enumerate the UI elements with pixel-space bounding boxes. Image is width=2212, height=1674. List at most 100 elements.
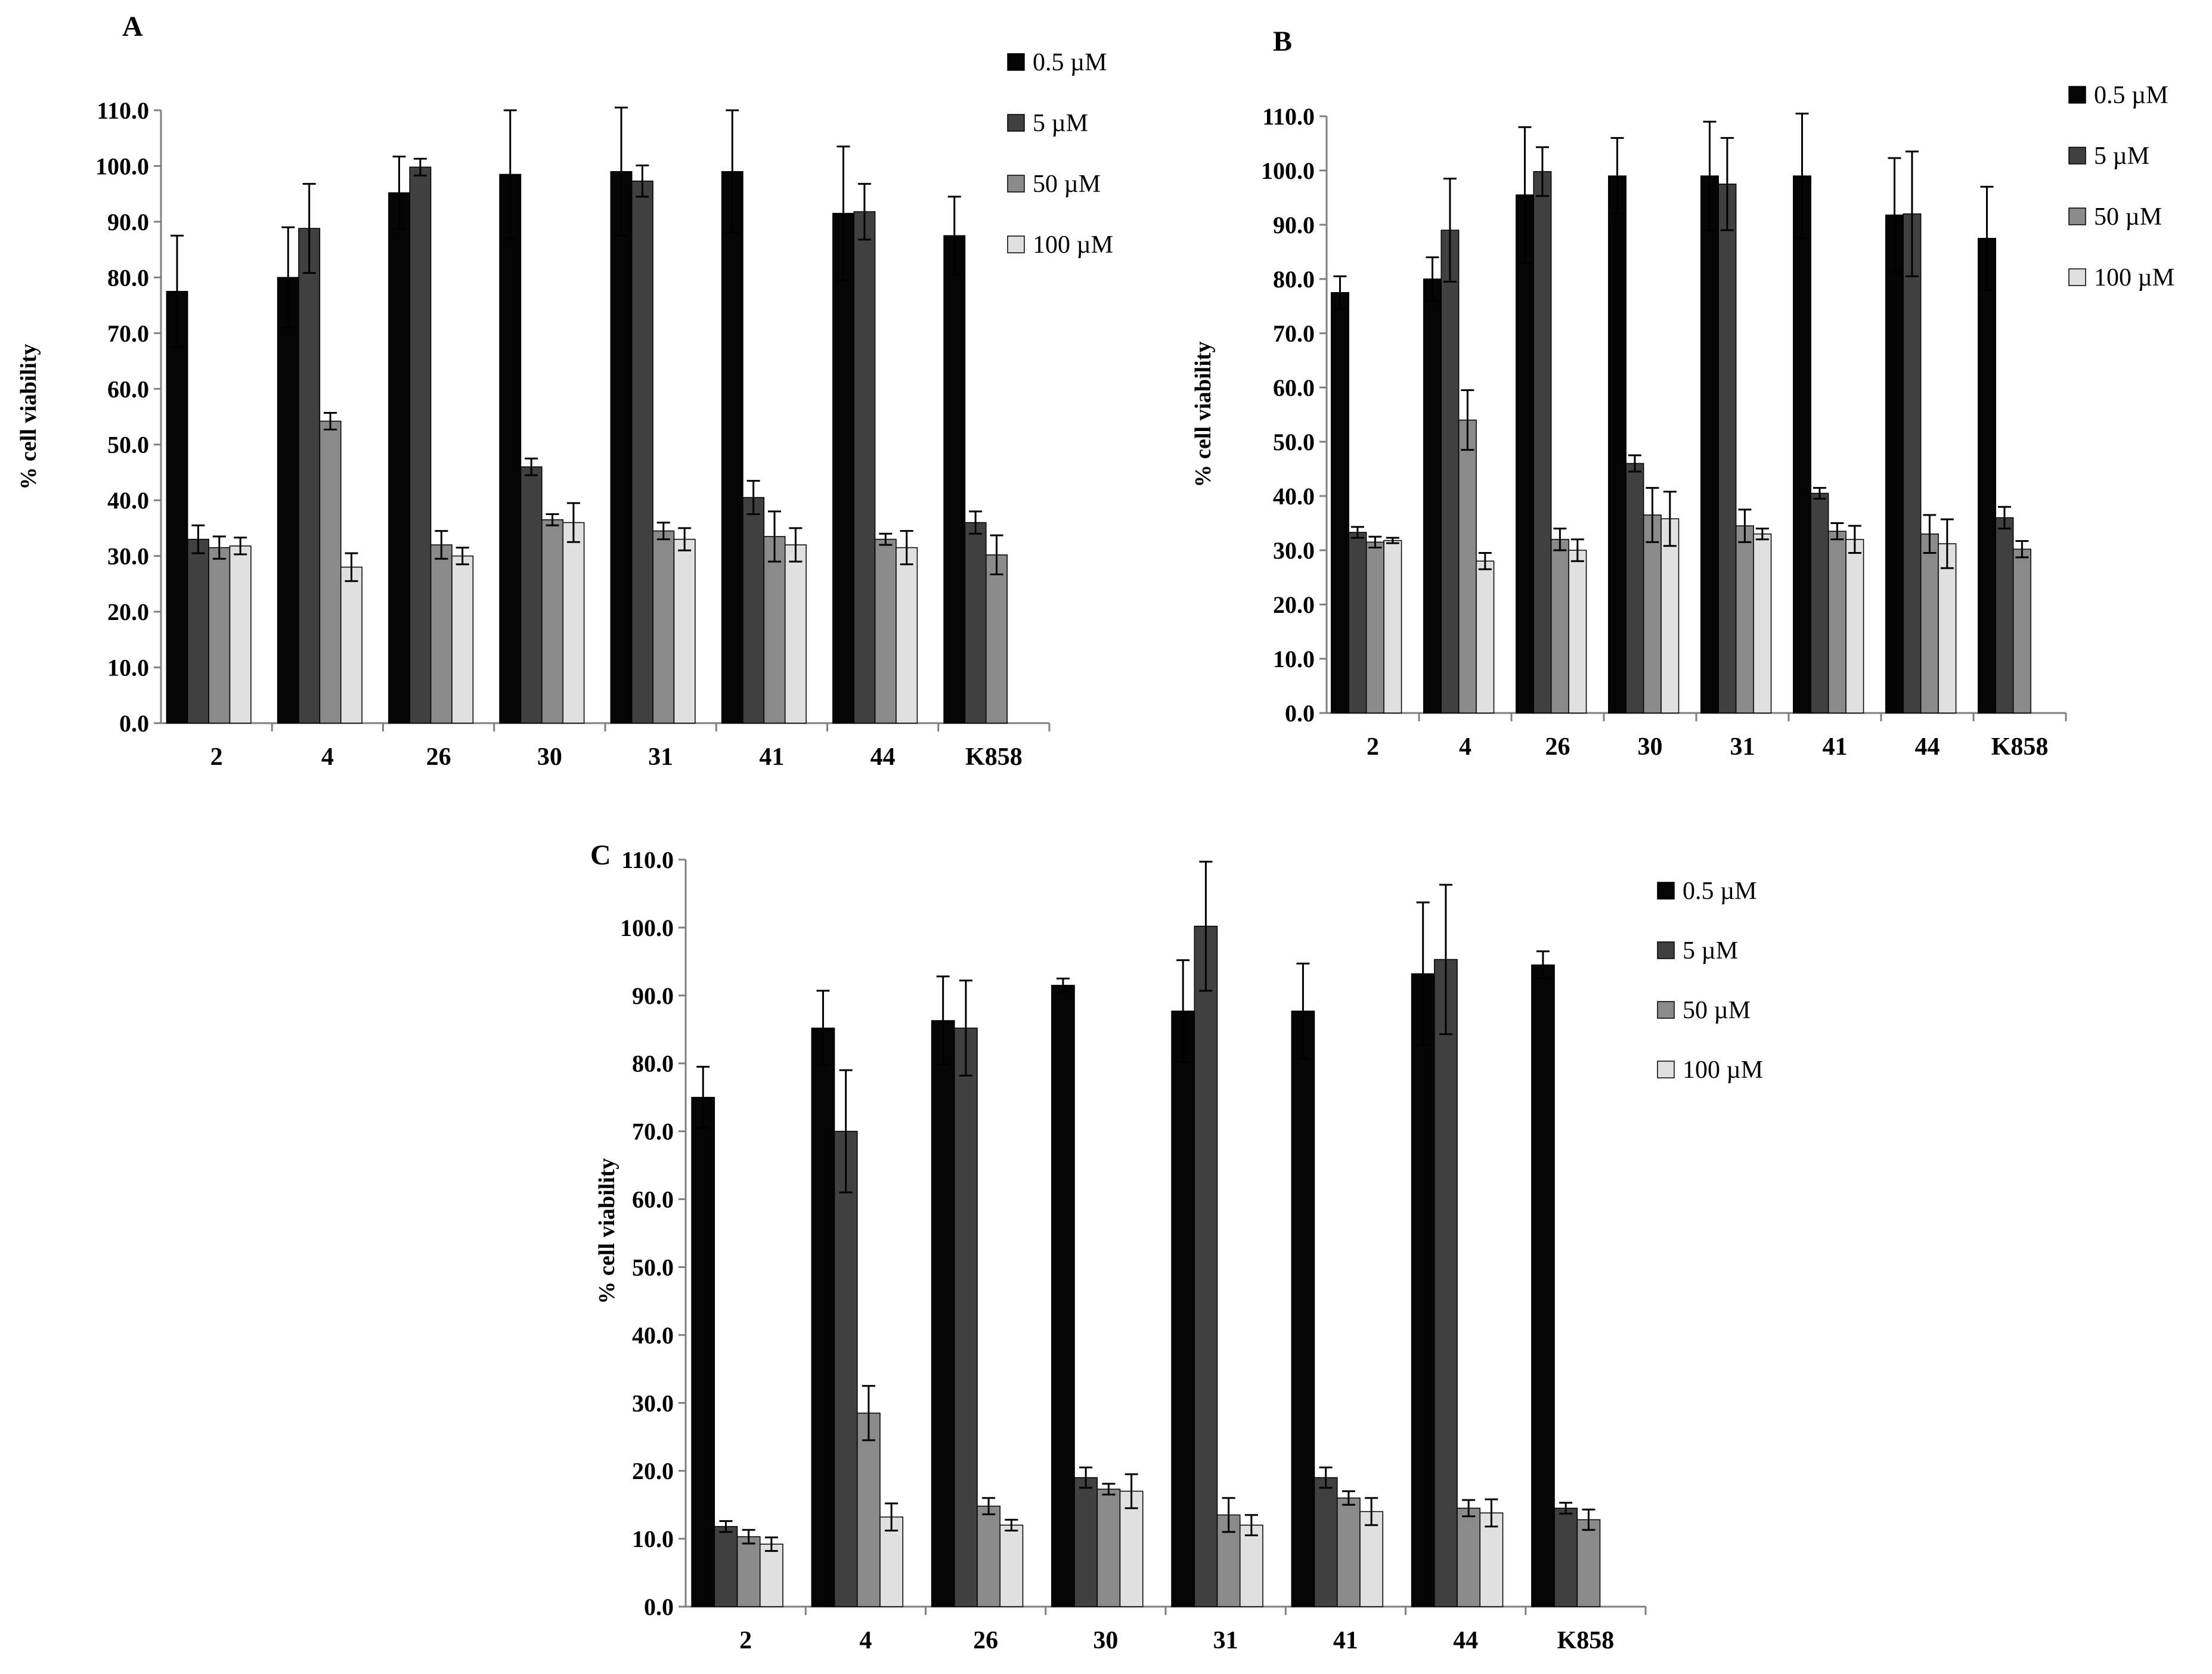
bar [1423,278,1442,714]
y-tick-label: 30.0 [107,543,149,570]
bar [1074,1477,1098,1607]
bar [1051,984,1075,1607]
legend: 0.5 µM 5 µM 50 µM 100 µM [1657,878,1763,1084]
bar [931,1020,955,1607]
legend-swatch [1657,882,1675,900]
y-tick-label: 10.0 [107,655,149,681]
bar [208,547,231,724]
y-tick-label: 70.0 [1273,320,1315,347]
bar [229,545,252,724]
y-tick-label: 60.0 [1273,374,1315,401]
x-tick-label: 4 [859,1627,872,1654]
bar [999,1524,1024,1607]
bar [1119,1490,1144,1607]
y-tick-label: 20.0 [1273,591,1315,618]
bar [1735,525,1754,714]
y-tick-label: 70.0 [632,1118,674,1145]
bar [430,544,453,724]
chart-panel-b: B 0.0 10.0 20.0 30.0 40.0 50.0 60.0 70.0 80.0 90.0… [1191,26,2174,761]
bar [986,554,1008,724]
bar [1531,964,1555,1607]
y-tick-label: 80.0 [1273,266,1315,293]
x-tick-label: 26 [426,743,451,771]
bar [714,1526,738,1607]
y-tick-label: 90.0 [632,982,674,1009]
bar [1660,518,1680,714]
y-tick-label: 0.0 [119,710,149,737]
legend-label: 0.5 µM [2094,82,2168,109]
bar [760,1543,783,1607]
y-tick-label: 110.0 [1262,103,1315,130]
bar [874,538,897,724]
x-tick-label: 31 [1213,1627,1238,1654]
bar [1171,1010,1195,1607]
y-tick-label: 90.0 [107,209,149,235]
bar [673,538,696,724]
legend-label: 5 µM [1033,110,1088,137]
bar [562,522,585,724]
bar [1845,539,1864,714]
y-tick-label: 100.0 [1261,157,1315,184]
bar [166,290,188,724]
x-tick-label: 26 [973,1627,998,1654]
y-tick-label: 10.0 [632,1526,674,1552]
x-tick-label: 2 [1367,733,1379,761]
y-tick-label: 40.0 [1273,483,1315,510]
bar [896,547,918,724]
legend-swatch [1007,114,1025,132]
bar [964,522,987,724]
x-tick-label: K858 [1991,733,2049,761]
bar [1810,492,1829,714]
bar [1938,543,1957,714]
bar [736,1536,761,1607]
bar [277,277,299,724]
bar [1337,1497,1361,1607]
bar [1576,1519,1601,1607]
x-tick-label: 4 [321,743,334,771]
bar [652,530,675,724]
bar [409,166,432,724]
bar [1240,1524,1263,1607]
bar [1313,1477,1338,1607]
legend-label: 100 µM [2094,264,2174,292]
legend-swatch [1657,1061,1675,1078]
bar [1903,213,1922,714]
legend-swatch [2068,147,2086,165]
bar [1476,560,1495,714]
legend-swatch [2068,86,2086,104]
legend-swatch [1007,175,1025,193]
legend-swatch [1657,1001,1675,1019]
bar [1533,171,1552,714]
bar [1434,959,1458,1607]
bar [1550,539,1569,714]
bar [1479,1512,1504,1607]
bar [520,466,543,724]
bar [832,213,854,724]
x-tick-label: K858 [1557,1627,1615,1654]
y-tick-label: 0.0 [1285,700,1315,727]
bar [1554,1508,1578,1607]
bar [1885,214,1904,714]
legend-swatch [2068,268,2086,286]
y-tick-label: 60.0 [107,376,149,402]
bar [1096,1489,1121,1607]
y-tick-label: 30.0 [632,1390,674,1416]
bar [2012,548,2031,714]
bar [977,1505,1001,1607]
bar [811,1027,835,1607]
y-tick-label: 100.0 [95,153,149,179]
x-tick-label: 4 [1459,733,1471,761]
bar [451,555,474,724]
x-tick-label: 30 [1093,1627,1118,1654]
bar [631,180,653,724]
y-tick-label: 40.0 [632,1322,674,1348]
bar [784,544,807,724]
bar [1920,533,1939,714]
x-tick-label: 44 [870,743,896,771]
y-axis-title: % cell viability [594,1158,619,1304]
bar [1643,514,1662,714]
x-tick-label: 44 [1453,1627,1478,1654]
bar [1348,532,1367,714]
bar [1625,463,1644,714]
bar [1458,419,1477,714]
